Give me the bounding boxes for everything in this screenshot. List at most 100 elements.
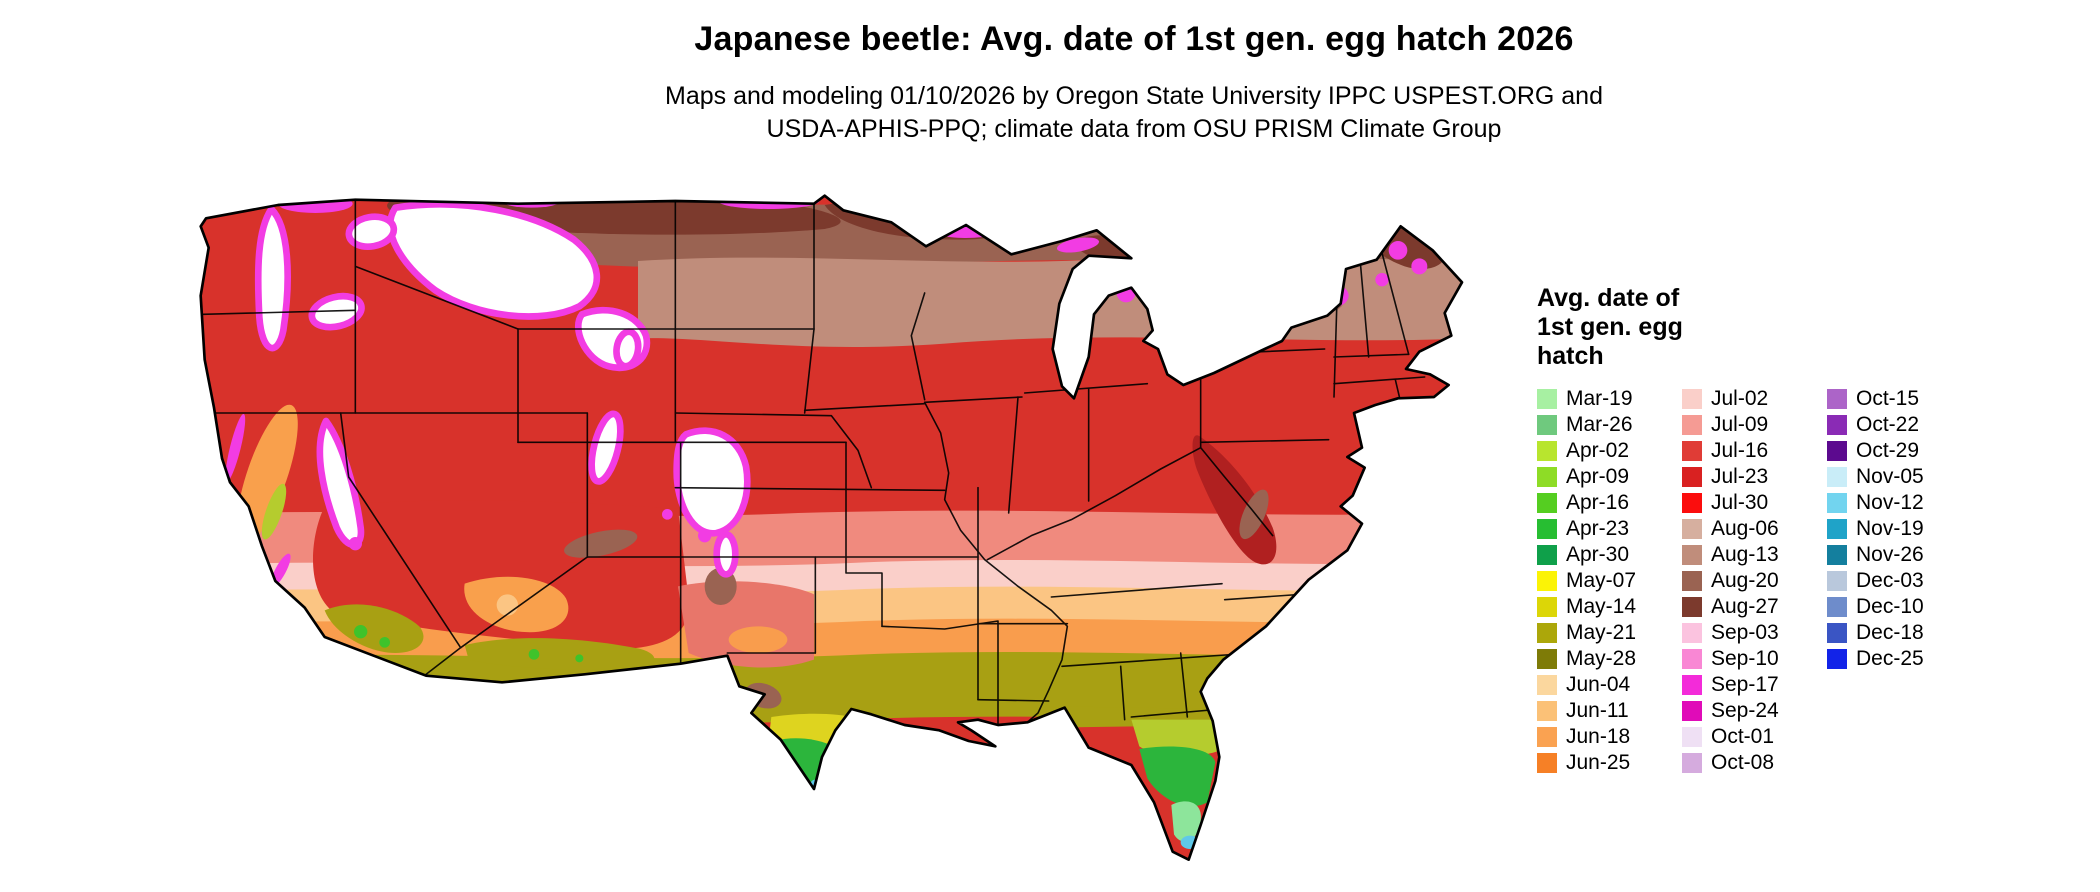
legend-swatch (1682, 389, 1702, 409)
legend-item: Apr-09 (1537, 464, 1682, 490)
legend-label: Dec-10 (1856, 595, 1924, 618)
legend-label: May-07 (1566, 569, 1637, 592)
legend-item: May-14 (1537, 594, 1682, 620)
legend-label: Dec-18 (1856, 621, 1924, 644)
legend-swatch (1537, 701, 1557, 721)
legend-item: Oct-15 (1827, 386, 1972, 412)
legend-item: Jun-25 (1537, 750, 1682, 776)
legend-label: Apr-09 (1566, 465, 1630, 488)
legend-swatch (1682, 571, 1702, 591)
legend: Avg. date of 1st gen. egg hatch Mar-19 Ma… (1537, 284, 2037, 776)
legend-label: May-28 (1566, 647, 1637, 670)
legend-title: Avg. date of 1st gen. egg hatch (1537, 284, 2037, 371)
legend-item: Jul-30 (1682, 490, 1827, 516)
legend-label: Oct-22 (1856, 413, 1920, 436)
legend-label: Jul-02 (1711, 387, 1769, 410)
legend-swatch (1682, 441, 1702, 461)
legend-item: Jun-04 (1537, 672, 1682, 698)
legend-item: Nov-19 (1827, 516, 1972, 542)
legend-item: Oct-01 (1682, 724, 1827, 750)
legend-swatch (1537, 753, 1557, 773)
legend-item: Aug-27 (1682, 594, 1827, 620)
legend-label: Jun-18 (1566, 725, 1631, 748)
legend-item: Oct-29 (1827, 438, 1972, 464)
legend-swatch (1827, 467, 1847, 487)
legend-item: Jul-16 (1682, 438, 1827, 464)
legend-swatch (1537, 519, 1557, 539)
legend-title-line-2: 1st gen. egg (1537, 313, 1683, 341)
legend-label: Aug-13 (1711, 543, 1779, 566)
legend-swatch (1682, 623, 1702, 643)
legend-label: Aug-20 (1711, 569, 1779, 592)
legend-label: Sep-17 (1711, 673, 1779, 696)
legend-label: Sep-03 (1711, 621, 1779, 644)
legend-swatch (1537, 571, 1557, 591)
legend-swatch (1682, 467, 1702, 487)
legend-swatch (1827, 519, 1847, 539)
legend-item: May-28 (1537, 646, 1682, 672)
legend-label: Nov-05 (1856, 465, 1924, 488)
legend-label: Oct-15 (1856, 387, 1920, 410)
legend-item: Apr-02 (1537, 438, 1682, 464)
legend-label: Jul-09 (1711, 413, 1769, 436)
legend-item: Jul-23 (1682, 464, 1827, 490)
legend-item: Mar-19 (1537, 386, 1682, 412)
legend-item: Dec-18 (1827, 620, 1972, 646)
legend-swatch (1827, 493, 1847, 513)
legend-label: Jun-04 (1566, 673, 1631, 696)
legend-swatch (1827, 649, 1847, 669)
legend-label: May-14 (1566, 595, 1637, 618)
legend-item: Aug-13 (1682, 542, 1827, 568)
us-outline (199, 194, 1464, 861)
legend-item: Jun-18 (1537, 724, 1682, 750)
legend-item: Nov-12 (1827, 490, 1972, 516)
legend-columns: Mar-19 Mar-26 Apr-02 Apr-09 Apr-16 Apr-23 Apr-… (1537, 386, 2037, 776)
legend-item: Oct-08 (1682, 750, 1827, 776)
legend-label: Apr-16 (1566, 491, 1630, 514)
legend-label: Jun-25 (1566, 751, 1631, 774)
legend-label: Sep-10 (1711, 647, 1779, 670)
legend-title-line-1: Avg. date of (1537, 284, 1680, 312)
legend-swatch (1537, 467, 1557, 487)
legend-swatch (1537, 675, 1557, 695)
page-title: Japanese beetle: Avg. date of 1st gen. e… (694, 20, 1574, 58)
legend-swatch (1537, 727, 1557, 747)
legend-swatch (1537, 597, 1557, 617)
legend-item: Nov-05 (1827, 464, 1972, 490)
legend-item: Oct-22 (1827, 412, 1972, 438)
legend-item: Jun-11 (1537, 698, 1682, 724)
legend-item: Sep-17 (1682, 672, 1827, 698)
legend-swatch (1537, 623, 1557, 643)
legend-item: Aug-06 (1682, 516, 1827, 542)
legend-swatch (1827, 597, 1847, 617)
legend-title-line-3: hatch (1537, 342, 1604, 370)
legend-swatch (1537, 389, 1557, 409)
legend-label: Jul-16 (1711, 439, 1769, 462)
legend-item: Sep-24 (1682, 698, 1827, 724)
legend-swatch (1827, 545, 1847, 565)
legend-label: Dec-03 (1856, 569, 1924, 592)
us-map (199, 194, 1464, 861)
legend-item: Nov-26 (1827, 542, 1972, 568)
legend-column-2: Jul-02 Jul-09 Jul-16 Jul-23 Jul-30 Aug-06 Aug-… (1682, 386, 1827, 776)
legend-swatch (1682, 493, 1702, 513)
legend-label: Jul-23 (1711, 465, 1769, 488)
legend-item: Apr-23 (1537, 516, 1682, 542)
subtitle-line-1: Maps and modeling 01/10/2026 by Oregon S… (665, 82, 1603, 110)
legend-swatch (1682, 649, 1702, 669)
legend-item: May-21 (1537, 620, 1682, 646)
legend-swatch (1827, 389, 1847, 409)
legend-swatch (1827, 623, 1847, 643)
legend-item: Dec-10 (1827, 594, 1972, 620)
legend-label: May-21 (1566, 621, 1637, 644)
legend-item: Jul-02 (1682, 386, 1827, 412)
legend-label: Nov-12 (1856, 491, 1924, 514)
legend-swatch (1682, 519, 1702, 539)
legend-swatch (1827, 441, 1847, 461)
legend-label: Oct-01 (1711, 725, 1775, 748)
state-borders (202, 198, 1426, 734)
legend-label: Nov-19 (1856, 517, 1924, 540)
legend-label: Mar-19 (1566, 387, 1633, 410)
legend-label: Apr-23 (1566, 517, 1630, 540)
